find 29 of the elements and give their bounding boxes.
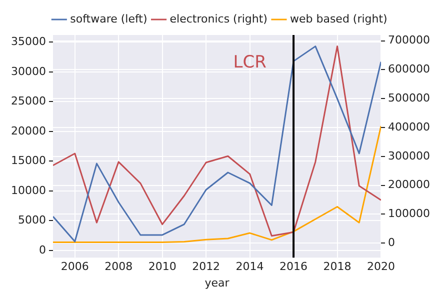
y2-tick-label: 200000 xyxy=(388,178,430,192)
x-axis-title: year xyxy=(204,276,230,290)
x-tick-label: 2010 xyxy=(148,260,176,274)
y-tick-label: 20000 xyxy=(10,124,46,138)
legend-label: software (left) xyxy=(70,12,148,26)
x-tick-label: 2020 xyxy=(367,260,396,274)
y-tick-label: 5000 xyxy=(18,214,46,227)
legend-label: web based (right) xyxy=(290,12,388,26)
y-tick-label: 25000 xyxy=(10,94,46,108)
y-tick-label: 10000 xyxy=(10,184,46,197)
legend-label: electronics (right) xyxy=(170,12,268,26)
y-tick-label: 0 xyxy=(38,243,46,256)
y2-tick-label: 600000 xyxy=(388,62,430,76)
y2-tick-label: 0 xyxy=(388,236,396,250)
y2-tick-label: 300000 xyxy=(388,149,430,162)
y2-tick-label: 700000 xyxy=(388,34,430,47)
y-tick-label: 30000 xyxy=(10,64,46,78)
x-tick-label: 2018 xyxy=(323,260,352,274)
x-tick-label: 2012 xyxy=(192,260,220,274)
x-tick-label: 2008 xyxy=(104,260,133,274)
y2-tick-label: 400000 xyxy=(388,120,430,134)
y-tick-label: 15000 xyxy=(10,154,46,168)
y2-tick-label: 500000 xyxy=(388,91,430,104)
annotation: LCR xyxy=(233,52,267,72)
y2-tick-label: 100000 xyxy=(388,207,430,220)
x-tick-label: 2014 xyxy=(236,260,264,274)
x-tick-label: 2006 xyxy=(60,260,89,274)
y-tick-label: 35000 xyxy=(10,35,46,48)
x-tick-label: 2016 xyxy=(280,260,308,274)
